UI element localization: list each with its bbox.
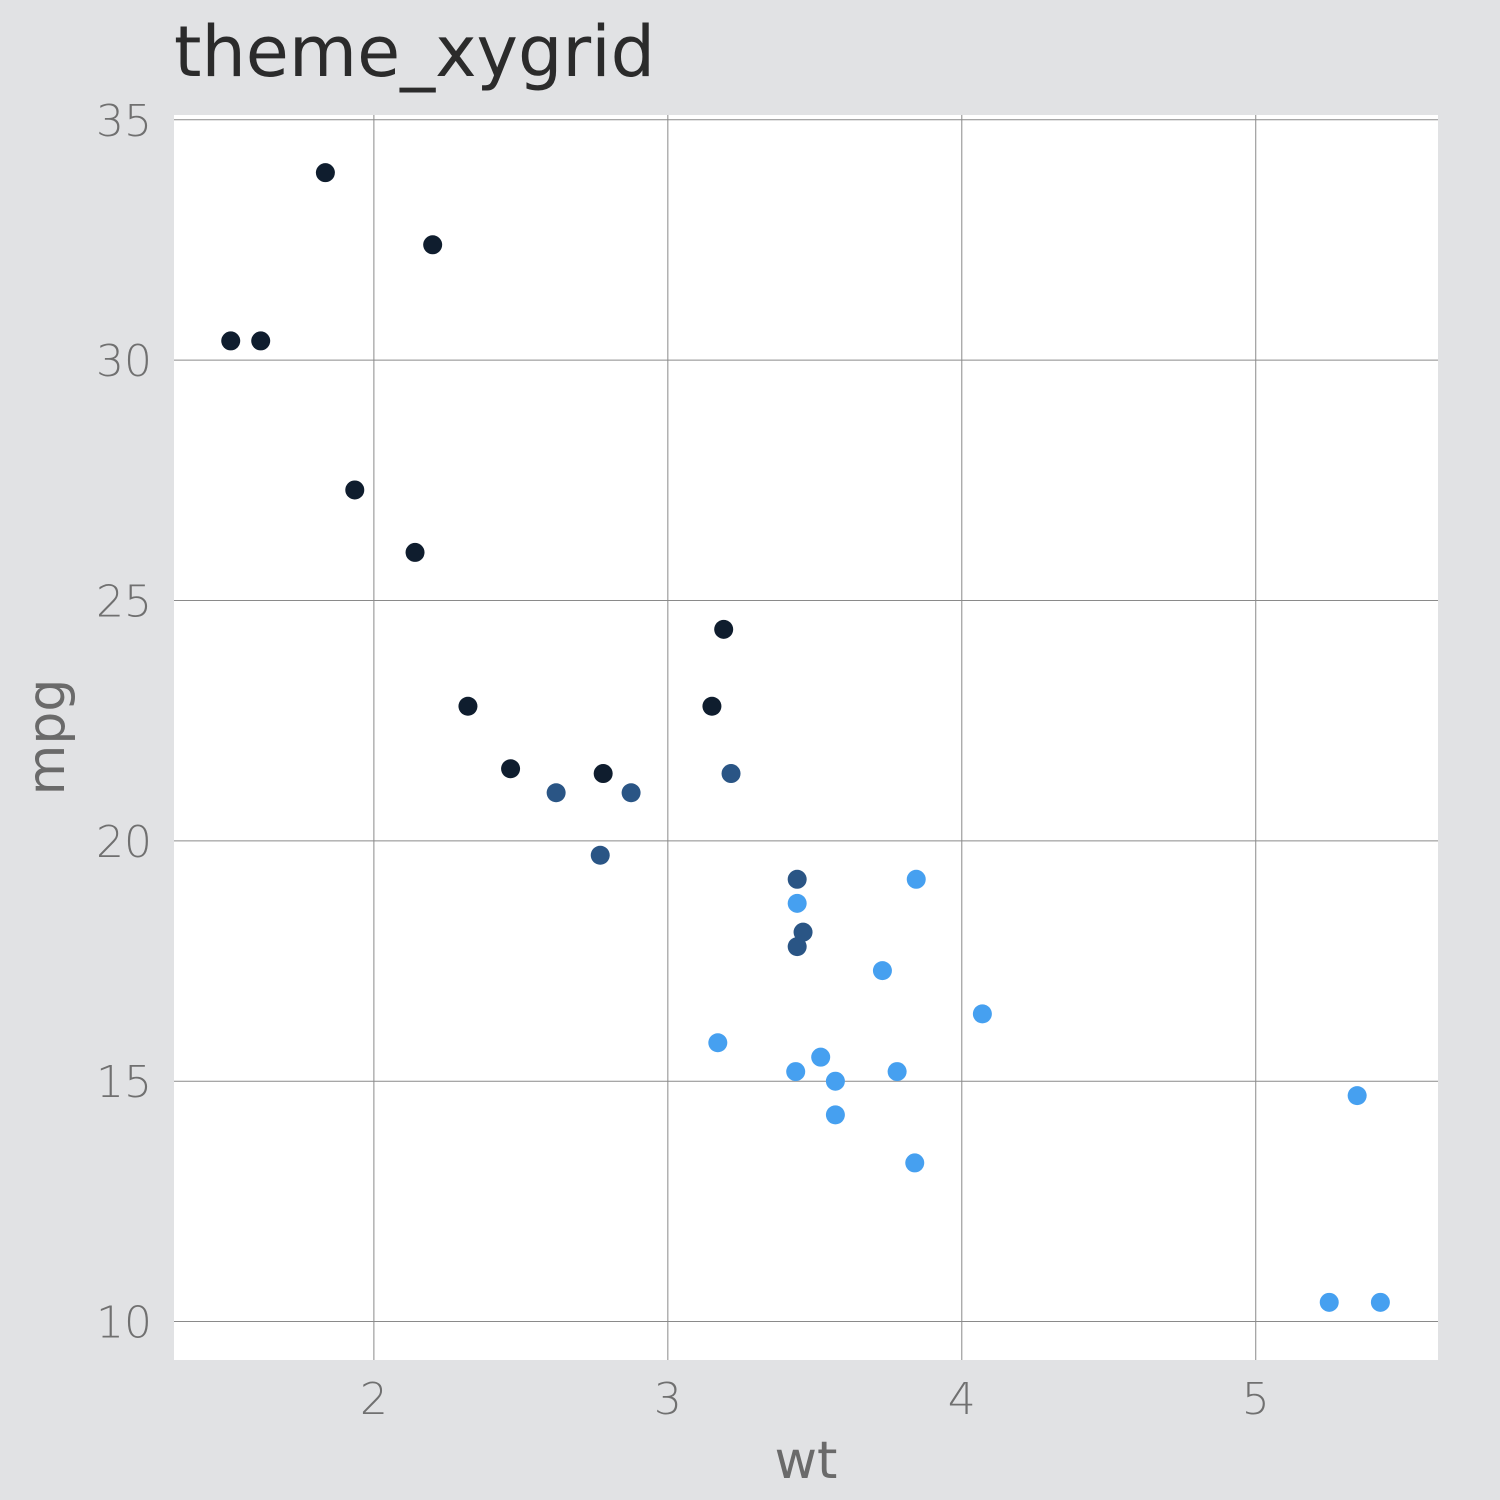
y-tick-label: 30 — [96, 336, 152, 387]
x-tick-label: 5 — [1242, 1374, 1270, 1425]
data-point — [458, 696, 478, 716]
grid-lines — [174, 115, 1438, 1360]
x-tick-label: 3 — [654, 1374, 682, 1425]
data-point — [1319, 1292, 1339, 1312]
plot-panel — [174, 115, 1438, 1360]
data-point — [721, 764, 741, 784]
data-point — [708, 1033, 728, 1053]
data-point — [221, 331, 241, 351]
data-point — [872, 961, 892, 981]
data-point — [501, 759, 521, 779]
data-point — [906, 869, 926, 889]
x-axis-ticks: 2 3 4 5 — [360, 1374, 1270, 1425]
data-point — [1370, 1292, 1390, 1312]
data-point — [714, 619, 734, 639]
data-point — [405, 542, 425, 562]
y-tick-label: 35 — [96, 96, 152, 147]
data-point — [825, 1105, 845, 1125]
data-point — [787, 937, 807, 957]
x-tick-label: 2 — [360, 1374, 388, 1425]
data-point — [593, 764, 613, 784]
x-axis-label: wt — [775, 1431, 838, 1491]
chart-title: theme_xygrid — [174, 11, 655, 93]
data-point — [315, 163, 335, 183]
data-point — [590, 845, 610, 865]
data-point — [546, 783, 566, 803]
data-point — [702, 696, 722, 716]
data-point — [887, 1062, 907, 1082]
data-point — [905, 1153, 925, 1173]
data-point — [786, 1062, 806, 1082]
data-point — [621, 783, 641, 803]
y-axis-ticks: 10 15 20 25 30 35 — [96, 96, 152, 1349]
data-points — [221, 163, 1390, 1312]
data-point — [793, 922, 813, 942]
data-point — [972, 1004, 992, 1024]
y-tick-label: 15 — [96, 1057, 152, 1108]
data-point — [251, 331, 271, 351]
data-point — [825, 1071, 845, 1091]
data-point — [787, 893, 807, 913]
y-axis-label: mpg — [17, 679, 77, 796]
y-tick-label: 25 — [96, 577, 152, 628]
x-tick-label: 4 — [948, 1374, 976, 1425]
data-point — [423, 235, 443, 255]
data-point — [1347, 1086, 1367, 1106]
y-tick-label: 20 — [96, 817, 152, 868]
data-point — [811, 1047, 831, 1067]
data-point — [345, 480, 365, 500]
y-tick-label: 10 — [96, 1298, 152, 1349]
data-point — [787, 869, 807, 889]
